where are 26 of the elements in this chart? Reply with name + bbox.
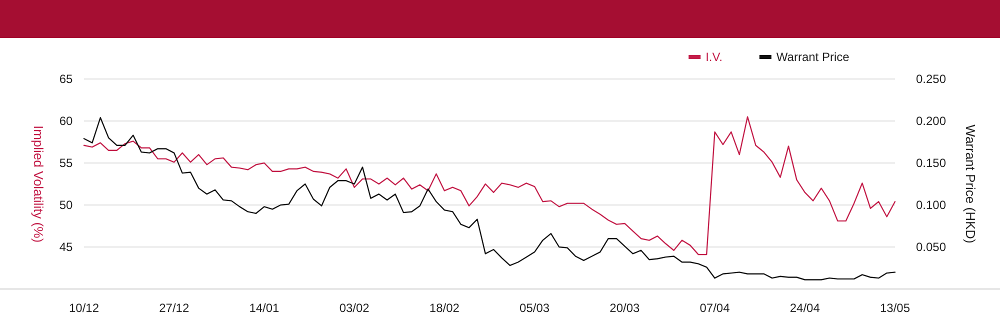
legend-label: Warrant Price	[776, 50, 850, 64]
x-tick-label: 03/02	[339, 301, 370, 315]
y-tick-label: 50	[59, 198, 73, 212]
line-series	[83, 116, 896, 256]
y2-tick-label: 0.100	[916, 198, 946, 212]
y2-axis-title: Warrant Price (HKD)	[963, 124, 978, 244]
x-tick-label: 18/02	[429, 301, 460, 315]
y-axis-title: Implied Volatility (%)	[31, 125, 46, 243]
x-tick-label: 13/05	[880, 301, 910, 315]
y-tick-label: 45	[59, 240, 73, 254]
x-tick-label: 05/03	[520, 301, 550, 315]
y2-tick-label: 0.250	[916, 72, 946, 86]
y2-tick-label: 0.150	[916, 156, 946, 170]
x-tick-label: 10/12	[68, 301, 100, 315]
x-tick-label: 07/04	[700, 301, 730, 315]
x-tick-label: 14/01	[249, 301, 280, 315]
y-tick-label: 65	[59, 72, 73, 86]
y2-tick-label: 0.050	[916, 240, 946, 254]
legend-label: I.V.	[706, 50, 723, 64]
y2-tick-label: 0.200	[916, 114, 946, 128]
y-tick-label: 60	[59, 114, 73, 128]
y-tick-label: 55	[59, 156, 73, 170]
line-series	[83, 117, 896, 280]
x-tick-label: 27/12	[159, 301, 190, 315]
x-tick-label: 24/04	[790, 301, 820, 315]
x-tick-label: 20/03	[610, 301, 640, 315]
